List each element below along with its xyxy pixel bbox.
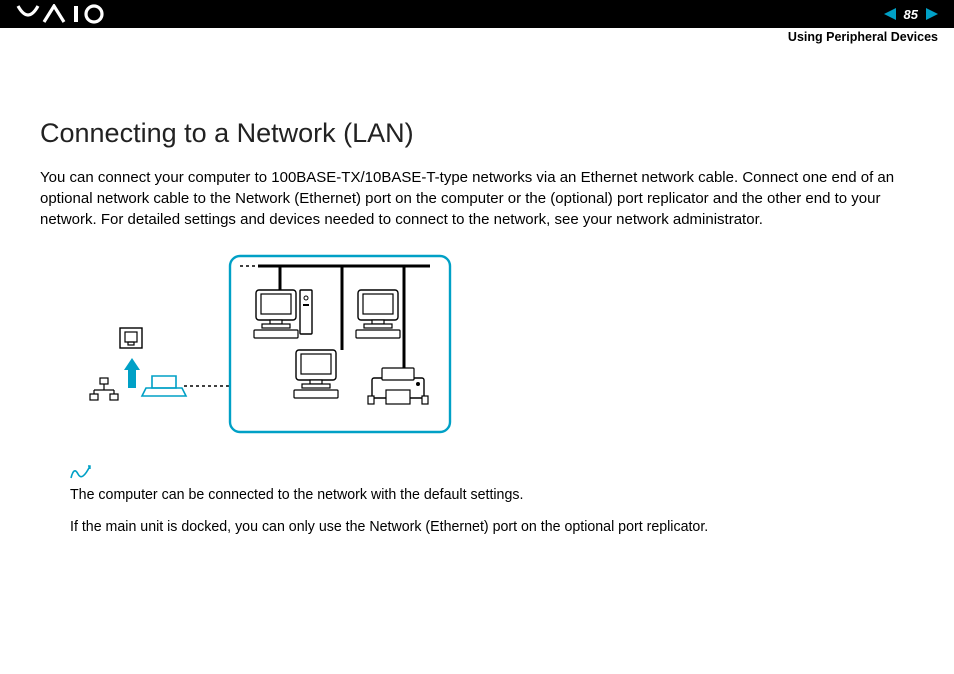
section-label: Using Peripheral Devices: [788, 30, 938, 44]
next-page-arrow[interactable]: [924, 8, 938, 20]
page-content: Connecting to a Network (LAN) You can co…: [0, 28, 954, 535]
prev-page-arrow[interactable]: [884, 8, 898, 20]
vaio-logo: [16, 0, 126, 28]
note-line-2: If the main unit is docked, you can only…: [70, 519, 897, 535]
page-nav: 85: [884, 7, 938, 22]
lan-diagram: [80, 250, 914, 440]
note-block: The computer can be connected to the net…: [70, 464, 914, 535]
page-number: 85: [904, 7, 918, 22]
note-icon: [70, 464, 92, 484]
body-paragraph: You can connect your computer to 100BASE…: [40, 167, 914, 230]
note-line-1: The computer can be connected to the net…: [70, 487, 897, 503]
header-bar: 85: [0, 0, 954, 28]
page-title: Connecting to a Network (LAN): [40, 118, 914, 149]
